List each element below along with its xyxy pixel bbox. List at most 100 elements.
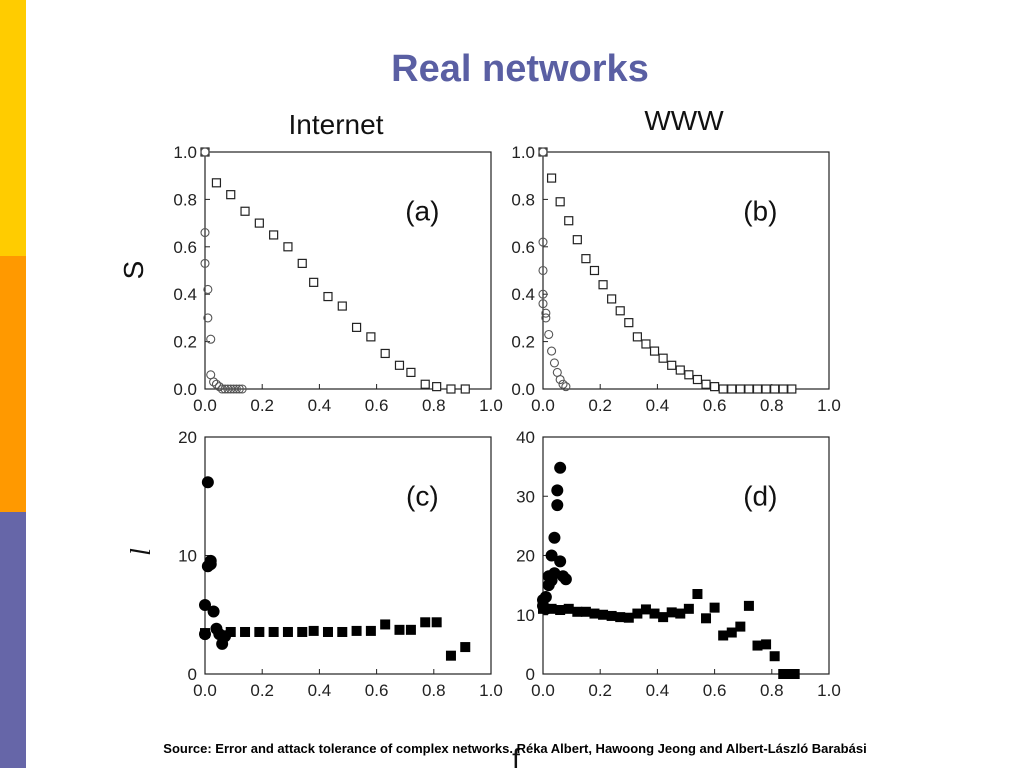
y-tick-label: 40 [516, 428, 535, 447]
data-point-square [623, 612, 634, 623]
data-point-square [380, 348, 390, 359]
y-tick-label: 0.4 [173, 285, 197, 304]
data-point-square [735, 384, 745, 394]
data-point-square [789, 669, 800, 679]
data-point-square [743, 600, 754, 611]
data-point-square [269, 230, 279, 240]
data-point-square [572, 235, 582, 245]
data-point-square [254, 626, 265, 637]
data-point-square [709, 382, 720, 392]
y-tick-label: 0.6 [173, 238, 197, 257]
data-point-square [394, 360, 405, 370]
data-point-square [624, 318, 634, 328]
data-point-square [589, 608, 600, 619]
data-point-square [337, 626, 348, 637]
x-tick-label: 0.0 [193, 681, 217, 700]
y-tick-label: 0 [188, 665, 197, 684]
x-tick-label: 0.2 [250, 681, 274, 700]
y-tick-label: 0.2 [511, 333, 535, 352]
column-title-www: WWW [644, 105, 724, 136]
x-tick-label: 1.0 [817, 396, 841, 415]
chart-panel-a: 0.0 0.2 0.4 0.6 0.8 1.0 0.0 0.2 0.4 0.6 0.8 1.0 (a) [173, 143, 502, 415]
data-point-circle [545, 549, 558, 562]
data-point-circle [237, 384, 247, 394]
x-tick-label: 0.4 [646, 396, 670, 415]
data-point-square [211, 178, 222, 188]
data-point-square [778, 669, 789, 679]
data-point-square [709, 602, 720, 613]
panel-label: (d) [743, 481, 777, 512]
data-point-square [351, 322, 362, 332]
chart-panels: 0.0 0.2 0.4 0.6 0.8 1.00.00.20.40.60.81.0(a)0… [173, 143, 840, 700]
data-point-circle [200, 147, 210, 157]
data-point-square [380, 619, 391, 630]
data-point-square [297, 626, 308, 637]
data-point-square [446, 384, 456, 394]
data-point-square [607, 294, 617, 304]
data-point-square [598, 280, 608, 290]
data-point-square [460, 384, 470, 394]
data-point-square [405, 624, 416, 635]
data-point-circle [551, 484, 564, 497]
data-point-circle [541, 313, 551, 323]
panel-label: (b) [743, 196, 777, 227]
data-point-square [240, 626, 251, 637]
data-point-circle [551, 499, 564, 512]
y-tick-label: 0.8 [173, 190, 197, 209]
panel-label: (c) [406, 481, 439, 512]
data-point-square [283, 242, 293, 252]
data-point-square [432, 382, 442, 392]
x-tick-label: 0.0 [531, 681, 555, 700]
data-point-square [761, 639, 772, 650]
data-point-square [752, 384, 763, 394]
data-point-circle [206, 334, 216, 344]
data-point-circle [539, 602, 552, 615]
data-point-square [309, 277, 319, 287]
data-point-circle [558, 379, 568, 389]
data-point-square [297, 258, 307, 268]
data-point-circle [538, 147, 548, 157]
y-tick-label: 0.4 [511, 285, 535, 304]
data-point-square [580, 606, 591, 617]
data-point-circle [217, 384, 227, 394]
data-point-circle [234, 384, 244, 394]
data-point-circle [548, 531, 561, 544]
x-tick-label: 0.2 [588, 396, 612, 415]
data-point-square [769, 651, 780, 662]
data-point-square [394, 624, 405, 635]
data-point-square [308, 625, 319, 636]
data-point-square [735, 621, 746, 632]
sidebar-accent-orange [0, 256, 26, 512]
data-point-circle [538, 265, 548, 276]
data-point-square [675, 365, 685, 375]
plot-frame [204, 151, 492, 390]
data-point-square [632, 608, 643, 619]
data-point-circle [547, 346, 557, 356]
y-tick-label: 10 [516, 606, 535, 625]
data-point-square [726, 627, 737, 638]
data-point-circle [554, 555, 567, 568]
data-point-square [420, 617, 431, 628]
x-tick-label: 0.4 [308, 396, 332, 415]
data-point-circle [538, 237, 548, 247]
data-point-square [572, 606, 583, 617]
data-point-circle [544, 329, 554, 340]
data-point-circle [549, 358, 559, 368]
x-tick-label: 0.6 [703, 681, 727, 700]
y-tick-label: 0.0 [511, 380, 535, 399]
data-point-circle [541, 308, 551, 318]
data-point-circle [226, 384, 236, 394]
y-tick-label: 20 [516, 547, 535, 566]
data-point-square [365, 625, 376, 636]
data-point-square [658, 353, 668, 363]
data-point-circle [209, 377, 219, 387]
plot-frame [204, 436, 492, 675]
sidebar-accent-purple [0, 512, 26, 768]
data-point-square [649, 608, 660, 619]
data-point-circle [554, 461, 567, 474]
data-point-circle [220, 384, 230, 394]
y-tick-label: 30 [516, 487, 535, 506]
data-point-square [640, 604, 651, 615]
y-tick-label: 0 [526, 665, 535, 684]
